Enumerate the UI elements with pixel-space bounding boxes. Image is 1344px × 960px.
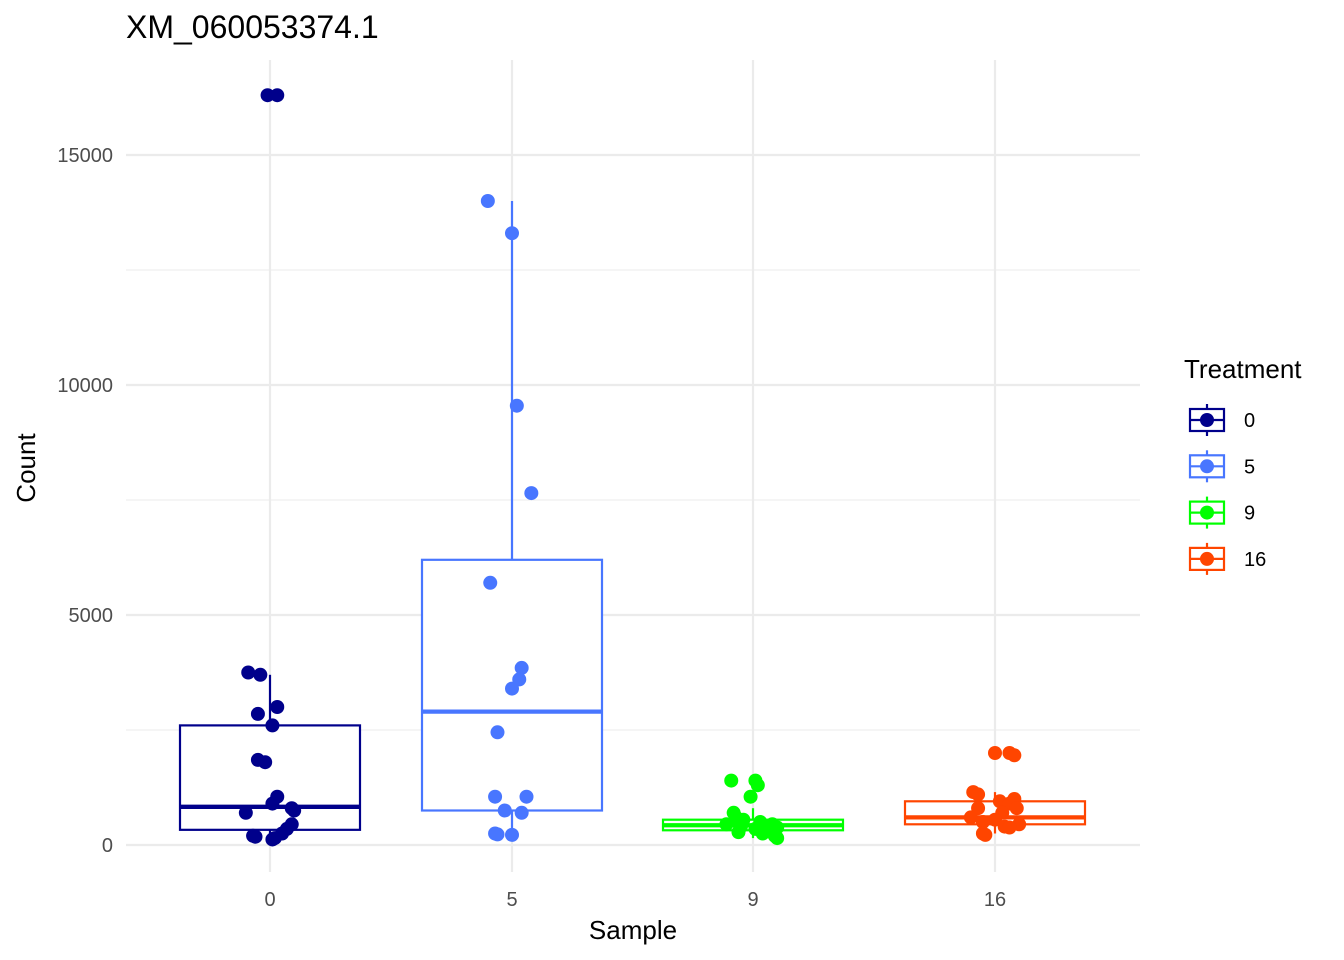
legend-label: 5 xyxy=(1244,456,1255,478)
points-layer xyxy=(238,88,1027,847)
x-axis-ticks: 0 5 9 16 xyxy=(264,889,1006,911)
data-point xyxy=(770,831,785,846)
data-point xyxy=(971,787,986,802)
x-axis-title: Sample xyxy=(589,915,677,945)
data-point xyxy=(1009,801,1024,816)
data-point xyxy=(238,805,253,820)
data-point xyxy=(978,827,993,842)
data-point xyxy=(505,226,519,241)
data-point xyxy=(270,700,285,714)
data-point xyxy=(265,832,280,847)
data-point xyxy=(480,194,495,208)
legend-title: Treatment xyxy=(1184,354,1302,384)
x-tick-label: 16 xyxy=(984,889,1006,911)
y-tick-label: 5000 xyxy=(69,605,114,627)
data-point xyxy=(743,789,758,804)
data-point xyxy=(265,796,280,811)
data-point xyxy=(258,755,273,770)
y-axis-title: Count xyxy=(11,433,41,503)
data-point xyxy=(988,746,1002,760)
data-point xyxy=(514,660,529,675)
box-rect xyxy=(178,724,362,831)
data-point xyxy=(241,665,256,680)
data-point xyxy=(248,829,263,844)
x-tick-label: 5 xyxy=(506,889,517,911)
data-point xyxy=(988,812,1002,827)
x-tick-label: 0 xyxy=(264,889,275,911)
data-point xyxy=(1002,820,1017,835)
y-tick-label: 15000 xyxy=(57,145,113,167)
data-point xyxy=(514,805,529,820)
box-5 xyxy=(420,201,604,836)
data-point xyxy=(519,789,534,804)
y-axis-ticks: 0 5000 10000 15000 xyxy=(57,145,113,857)
legend-key-point xyxy=(1200,459,1214,474)
boxes-layer xyxy=(178,201,1087,841)
data-point xyxy=(488,789,503,804)
data-point xyxy=(490,725,505,740)
legend-key-point xyxy=(1200,505,1214,520)
data-point xyxy=(719,817,734,832)
legend-item-16: 16 xyxy=(1188,542,1266,575)
legend-key-point xyxy=(1200,551,1214,566)
data-point xyxy=(253,667,268,682)
legend-item-5: 5 xyxy=(1188,450,1255,483)
legend: 0 5 9 16 xyxy=(1188,404,1266,575)
data-point xyxy=(287,803,302,818)
data-point xyxy=(260,88,275,103)
legend-label: 9 xyxy=(1244,503,1255,525)
data-point xyxy=(1007,748,1022,763)
data-point xyxy=(270,88,285,103)
x-tick-label: 9 xyxy=(747,889,758,911)
legend-label: 0 xyxy=(1244,410,1255,432)
y-tick-label: 10000 xyxy=(57,375,113,397)
data-point xyxy=(509,398,524,413)
data-point xyxy=(483,575,498,590)
data-point xyxy=(963,810,978,825)
data-point xyxy=(505,681,519,696)
data-point xyxy=(975,815,990,829)
chart-title: XM_060053374.1 xyxy=(126,9,379,45)
legend-key-point xyxy=(1200,413,1214,427)
data-point xyxy=(250,706,265,721)
legend-label: 16 xyxy=(1244,549,1266,571)
legend-item-0: 0 xyxy=(1188,404,1255,436)
legend-item-9: 9 xyxy=(1188,496,1255,529)
data-point xyxy=(731,825,746,840)
data-point xyxy=(497,803,512,818)
data-point xyxy=(505,827,519,842)
data-point xyxy=(724,773,739,788)
data-point xyxy=(265,718,280,733)
data-point xyxy=(490,827,505,842)
data-point xyxy=(524,486,539,501)
y-tick-label: 0 xyxy=(102,835,113,857)
data-point xyxy=(750,778,765,793)
data-point xyxy=(755,826,770,841)
